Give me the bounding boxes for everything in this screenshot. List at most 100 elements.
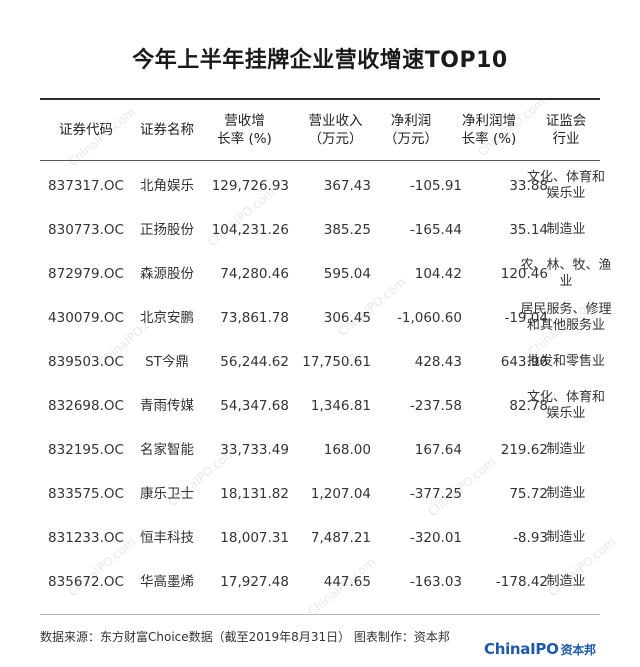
cell-name: 名家智能 xyxy=(140,442,194,458)
cell-code: 833575.OC xyxy=(48,486,124,502)
cell-revenue-growth: 104,231.26 xyxy=(211,222,289,238)
logo-cn: 资本邦 xyxy=(560,643,596,657)
cell-profit-growth: 219.62 xyxy=(500,442,548,458)
cell-net-profit: -237.58 xyxy=(409,398,462,414)
cell-name: 恒丰科技 xyxy=(140,530,194,546)
cell-industry: 农、林、牧、渔业 xyxy=(516,252,616,296)
cell-industry-line: 文化、体育和 xyxy=(526,170,605,185)
cell-industry-line: 农、林、牧、渔业 xyxy=(520,258,612,289)
cell-code: 839503.OC xyxy=(48,354,124,370)
table-row: 430079.OC 北京安鹏 73,861.78 306.45 -1,060.60 -19… xyxy=(40,296,611,340)
cell-industry: 文化、体育和 娱乐业 xyxy=(516,164,616,208)
cell-revenue: 1,207.04 xyxy=(310,486,371,502)
header-net-profit: 净利润 （万元） xyxy=(380,104,442,156)
cell-industry-line: 娱乐业 xyxy=(546,186,586,201)
cell-name: 正扬股份 xyxy=(140,222,194,238)
table-row: 872979.OC 森源股份 74,280.46 595.04 104.42 120.46… xyxy=(40,252,611,296)
cell-profit-growth: -19.04 xyxy=(504,310,548,326)
cell-net-profit: -320.01 xyxy=(409,530,462,546)
cell-revenue: 385.25 xyxy=(323,222,371,238)
cell-revenue-growth: 18,007.31 xyxy=(220,530,289,546)
cell-name: 华高墨烯 xyxy=(140,574,194,590)
page-title: 今年上半年挂牌企业营收增速TOP10 xyxy=(132,48,508,73)
cell-industry: 批发和零售业 xyxy=(516,340,616,384)
header-code: 证券代码 xyxy=(40,104,132,156)
cell-revenue: 595.04 xyxy=(323,266,371,282)
cell-industry: 居民服务、修理 和其他服务业 xyxy=(516,296,616,340)
header-profit-growth-line: 长率 (%) xyxy=(461,131,517,147)
cell-industry-line: 制造业 xyxy=(546,486,586,501)
header-profit-growth: 净利润增长率 (%) xyxy=(450,104,528,156)
cell-profit-growth: 643.96 xyxy=(500,354,548,370)
header-name-line: 证券名称 xyxy=(140,122,194,138)
cell-profit-growth: -178.42 xyxy=(495,574,548,590)
table-row: 839503.OC ST今鼎 56,244.62 17,750.61 428.43 643… xyxy=(40,340,605,384)
table-row: 835672.OC 华高墨烯 17,927.48 447.65 -163.03 -178.… xyxy=(40,560,600,604)
cell-revenue-growth: 17,927.48 xyxy=(220,574,289,590)
table-top-rule xyxy=(40,98,600,100)
cell-industry-line: 制造业 xyxy=(546,530,586,545)
table-row: 833575.OC 康乐卫士 18,131.82 1,207.04 -377.25 75.… xyxy=(40,472,600,516)
header-profit-growth-line: 净利润增 xyxy=(462,113,516,129)
cell-industry-line: 制造业 xyxy=(546,222,586,237)
cell-net-profit: 104.42 xyxy=(414,266,462,282)
cell-profit-growth: 82.78 xyxy=(509,398,548,414)
header-name: 证券名称 xyxy=(128,104,206,156)
cell-profit-growth: 35.14 xyxy=(509,222,548,238)
cell-industry-line: 制造业 xyxy=(546,442,586,457)
cell-industry-line: 居民服务、修理 xyxy=(520,302,612,317)
cell-revenue: 168.00 xyxy=(323,442,371,458)
header-revenue-growth: 营收增长率 (%) xyxy=(200,104,289,156)
cell-revenue-growth: 54,347.68 xyxy=(220,398,289,414)
cell-industry: 制造业 xyxy=(516,560,616,604)
cell-revenue: 17,750.61 xyxy=(302,354,371,370)
cell-revenue-growth: 18,131.82 xyxy=(220,486,289,502)
cell-revenue: 1,346.81 xyxy=(310,398,371,414)
cell-industry-line: 批发和零售业 xyxy=(526,354,605,369)
header-code-line: 证券代码 xyxy=(59,122,113,138)
cell-revenue-growth: 74,280.46 xyxy=(220,266,289,282)
cell-revenue: 447.65 xyxy=(323,574,371,590)
cell-code: 831233.OC xyxy=(48,530,124,546)
header-industry-line: 行业 xyxy=(552,131,580,147)
header-revenue-line: 营业收入 xyxy=(308,113,363,129)
cell-code: 830773.OC xyxy=(48,222,124,238)
table-bottom-rule xyxy=(40,614,600,615)
cell-industry: 制造业 xyxy=(516,428,616,472)
cell-name: 康乐卫士 xyxy=(140,486,194,502)
cell-revenue: 306.45 xyxy=(323,310,371,326)
cell-name: ST今鼎 xyxy=(145,354,189,370)
cell-code: 430079.OC xyxy=(48,310,124,326)
cell-industry: 文化、体育和 娱乐业 xyxy=(516,384,616,428)
cell-industry: 制造业 xyxy=(516,472,616,516)
cell-revenue: 7,487.21 xyxy=(310,530,371,546)
header-revenue-growth-line: 长率 (%) xyxy=(217,131,272,147)
table-row: 832698.OC 青雨传媒 54,347.68 1,346.81 -237.58 82.… xyxy=(40,384,605,428)
cell-code: 837317.OC xyxy=(48,178,124,194)
cell-net-profit: -163.03 xyxy=(409,574,462,590)
cell-revenue-growth: 56,244.62 xyxy=(220,354,289,370)
source-note: 数据来源：东方财富Choice数据（截至2019年8月31日） 图表制作：资本邦 xyxy=(40,630,450,644)
cell-code: 835672.OC xyxy=(48,574,124,590)
cell-profit-growth: 75.72 xyxy=(509,486,548,502)
header-net-profit-line: （万元） xyxy=(384,131,438,147)
logo-latin: ChinaIPO xyxy=(484,640,559,658)
cell-profit-growth: 120.46 xyxy=(500,266,548,282)
header-divider xyxy=(40,160,600,161)
cell-net-profit: 167.64 xyxy=(414,442,462,458)
header-revenue-growth-line: 营收增 xyxy=(224,113,265,129)
header-industry-line: 证监会 xyxy=(545,113,587,129)
cell-industry: 制造业 xyxy=(516,208,616,252)
cell-net-profit: -1,060.60 xyxy=(397,310,462,326)
header-revenue-line: （万元） xyxy=(308,131,363,147)
cell-name: 森源股份 xyxy=(140,266,194,282)
cell-revenue-growth: 33,733.49 xyxy=(220,442,289,458)
cell-net-profit: 428.43 xyxy=(414,354,462,370)
table-row: 831233.OC 恒丰科技 18,007.31 7,487.21 -320.01 -8.… xyxy=(40,516,600,560)
cell-profit-growth: 33.88 xyxy=(509,178,548,194)
header-industry: 证监会 行业 xyxy=(516,104,616,156)
cell-industry-line: 文化、体育和 xyxy=(526,390,605,405)
cell-code: 832698.OC xyxy=(48,398,124,414)
cell-code: 872979.OC xyxy=(48,266,124,282)
cell-industry: 制造业 xyxy=(516,516,616,560)
